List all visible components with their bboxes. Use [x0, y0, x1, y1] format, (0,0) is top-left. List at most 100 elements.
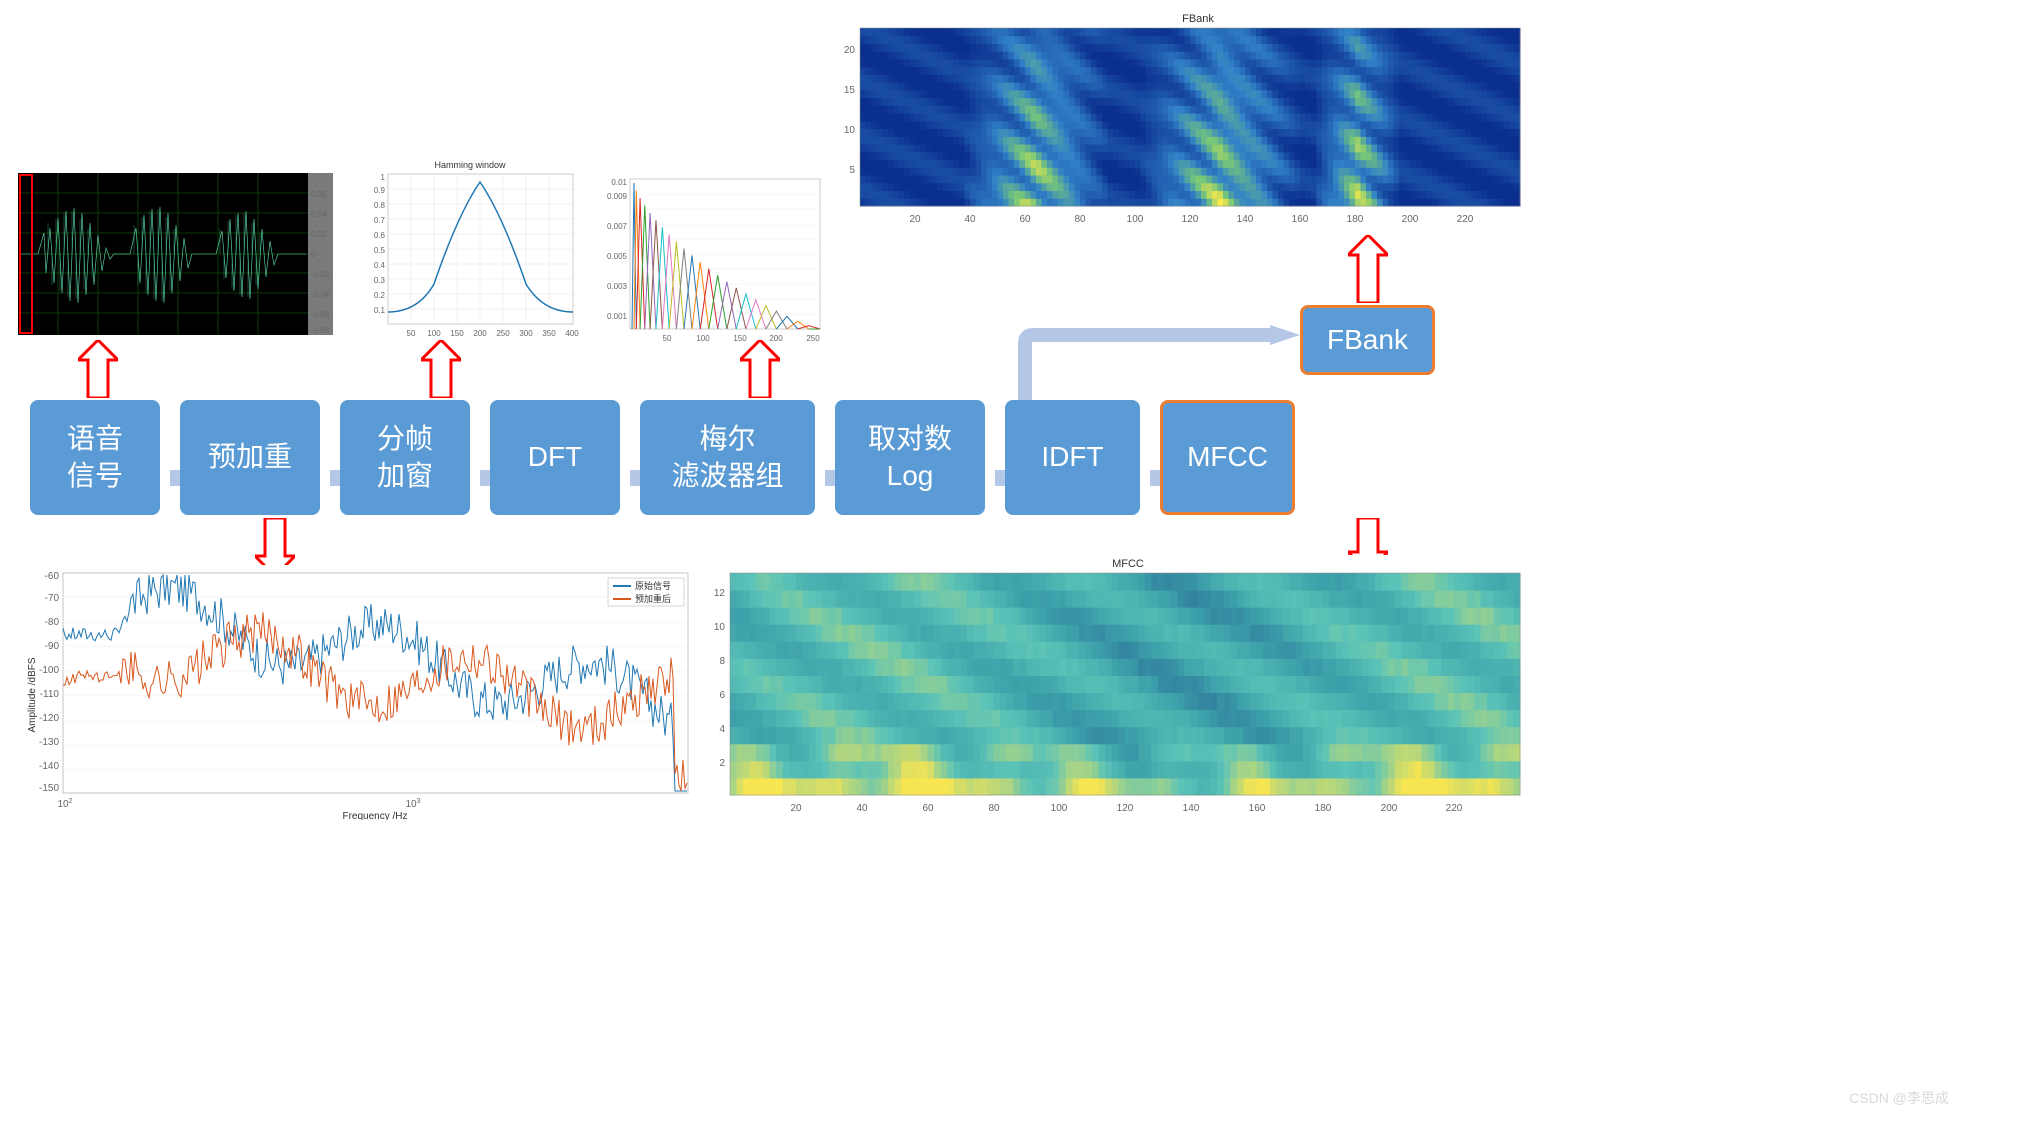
red-arrow-fbank — [1348, 235, 1388, 303]
svg-text:-150: -150 — [39, 783, 59, 794]
svg-text:60: 60 — [1019, 214, 1031, 225]
svg-text:-130: -130 — [39, 737, 59, 748]
flow-box-speech: 语音信号 — [30, 400, 160, 515]
svg-text:0.1: 0.1 — [374, 306, 386, 315]
svg-text:200: 200 — [1402, 214, 1419, 225]
svg-text:220: 220 — [1457, 214, 1474, 225]
svg-text:100: 100 — [427, 329, 441, 338]
svg-text:200: 200 — [1381, 803, 1398, 814]
fbank-panel: FBank 204060 80100120 140160180 200220 5… — [828, 10, 1528, 230]
preemph-chart: 原始信号 预加重后 -60-70-80 -90-100-110 -120-130… — [25, 565, 695, 820]
svg-text:50: 50 — [663, 334, 672, 343]
hamming-title: Hamming window — [434, 160, 506, 170]
flow-box-framing: 分帧加窗 — [340, 400, 470, 515]
svg-text:0.01: 0.01 — [611, 178, 627, 187]
svg-text:Amplitude /dBFS: Amplitude /dBFS — [27, 657, 38, 732]
svg-text:0.06: 0.06 — [311, 190, 327, 199]
svg-text:-80: -80 — [45, 617, 60, 628]
flow-label: 取对数 — [868, 421, 952, 457]
svg-text:1: 1 — [381, 173, 386, 182]
svg-text:0: 0 — [311, 250, 316, 259]
svg-text:400: 400 — [565, 329, 579, 338]
svg-text:-0.04: -0.04 — [311, 290, 330, 299]
flow-label: 信号 — [67, 458, 123, 494]
svg-text:20: 20 — [909, 214, 921, 225]
svg-text:20: 20 — [844, 45, 856, 56]
svg-text:-60: -60 — [45, 571, 60, 582]
svg-text:250: 250 — [496, 329, 510, 338]
flow-box-preemph: 预加重 — [180, 400, 320, 515]
svg-text:0.9: 0.9 — [374, 186, 386, 195]
svg-text:0.009: 0.009 — [607, 192, 628, 201]
svg-text:150: 150 — [450, 329, 464, 338]
svg-text:120: 120 — [1117, 803, 1134, 814]
flow-box-dft: DFT — [490, 400, 620, 515]
svg-text:0.007: 0.007 — [607, 222, 628, 231]
svg-text:-70: -70 — [45, 593, 60, 604]
svg-text:80: 80 — [1074, 214, 1086, 225]
svg-text:0.6: 0.6 — [374, 231, 386, 240]
hamming-panel: Hamming window — [360, 158, 580, 343]
svg-text:100: 100 — [696, 334, 710, 343]
hamming-chart: Hamming window — [360, 158, 580, 343]
flow-label: IDFT — [1041, 439, 1103, 475]
svg-text:-100: -100 — [39, 665, 59, 676]
svg-text:10: 10 — [844, 125, 856, 136]
flow-label: MFCC — [1187, 439, 1268, 475]
svg-text:-90: -90 — [45, 641, 60, 652]
svg-text:0.8: 0.8 — [374, 201, 386, 210]
svg-text:15: 15 — [844, 85, 856, 96]
svg-text:80: 80 — [988, 803, 1000, 814]
flow-label: DFT — [528, 439, 582, 475]
svg-text:0.5: 0.5 — [374, 246, 386, 255]
svg-text:5: 5 — [849, 165, 855, 176]
svg-text:20: 20 — [790, 803, 802, 814]
svg-text:0.02: 0.02 — [311, 230, 327, 239]
waveform-panel: 0.060.040.02 0-0.02-0.04 -0.06-0.08 — [18, 173, 333, 335]
mfcc-panel: MFCC 204060 80100120 140160180 200220 24… — [698, 555, 1528, 820]
flow-box-log: 取对数Log — [835, 400, 985, 515]
svg-text:2: 2 — [719, 758, 725, 769]
svg-text:6: 6 — [719, 690, 725, 701]
red-arrow-framing — [421, 340, 461, 398]
svg-text:0.04: 0.04 — [311, 210, 327, 219]
svg-text:100: 100 — [1051, 803, 1068, 814]
svg-text:160: 160 — [1292, 214, 1309, 225]
svg-text:40: 40 — [964, 214, 976, 225]
flow-label: 梅尔 — [699, 421, 755, 457]
flow-box-mel: 梅尔滤波器组 — [640, 400, 815, 515]
svg-text:0.4: 0.4 — [374, 261, 386, 270]
waveform-chart: 0.060.040.02 0-0.02-0.04 -0.06-0.08 — [18, 173, 333, 335]
flow-row: 语音信号预加重分帧加窗DFT梅尔滤波器组取对数LogIDFTMFCC — [30, 400, 1989, 515]
mfcc-title: MFCC — [1112, 558, 1144, 570]
branch-connector — [1015, 325, 1305, 405]
flow-box-mfcc: MFCC — [1160, 400, 1295, 515]
svg-text:60: 60 — [922, 803, 934, 814]
svg-text:350: 350 — [542, 329, 556, 338]
svg-text:220: 220 — [1446, 803, 1463, 814]
svg-text:0.003: 0.003 — [607, 282, 628, 291]
fbank-chart: FBank 204060 80100120 140160180 200220 5… — [828, 10, 1528, 230]
mfcc-chart: MFCC 204060 80100120 140160180 200220 24… — [698, 555, 1528, 820]
flow-box-idft: IDFT — [1005, 400, 1140, 515]
svg-text:140: 140 — [1183, 803, 1200, 814]
svg-text:Frequency /Hz: Frequency /Hz — [342, 811, 407, 820]
svg-text:0.001: 0.001 — [607, 312, 628, 321]
flow-label: 滤波器组 — [671, 458, 783, 494]
svg-text:0.2: 0.2 — [374, 291, 386, 300]
preemph-panel: 原始信号 预加重后 -60-70-80 -90-100-110 -120-130… — [25, 565, 695, 820]
red-arrow-mel — [740, 340, 780, 398]
svg-text:-120: -120 — [39, 713, 59, 724]
watermark: CSDN @李思成 — [1849, 1088, 1949, 1108]
flow-label: 语音 — [67, 421, 123, 457]
svg-text:300: 300 — [519, 329, 533, 338]
fbank-box: FBank — [1300, 305, 1435, 375]
svg-text:4: 4 — [719, 724, 725, 735]
svg-text:140: 140 — [1237, 214, 1254, 225]
fbank-title: FBank — [1182, 13, 1214, 25]
svg-text:102: 102 — [57, 798, 72, 810]
svg-text:103: 103 — [405, 798, 420, 810]
svg-text:-140: -140 — [39, 761, 59, 772]
svg-text:0.005: 0.005 — [607, 252, 628, 261]
flow-label: Log — [887, 458, 934, 494]
